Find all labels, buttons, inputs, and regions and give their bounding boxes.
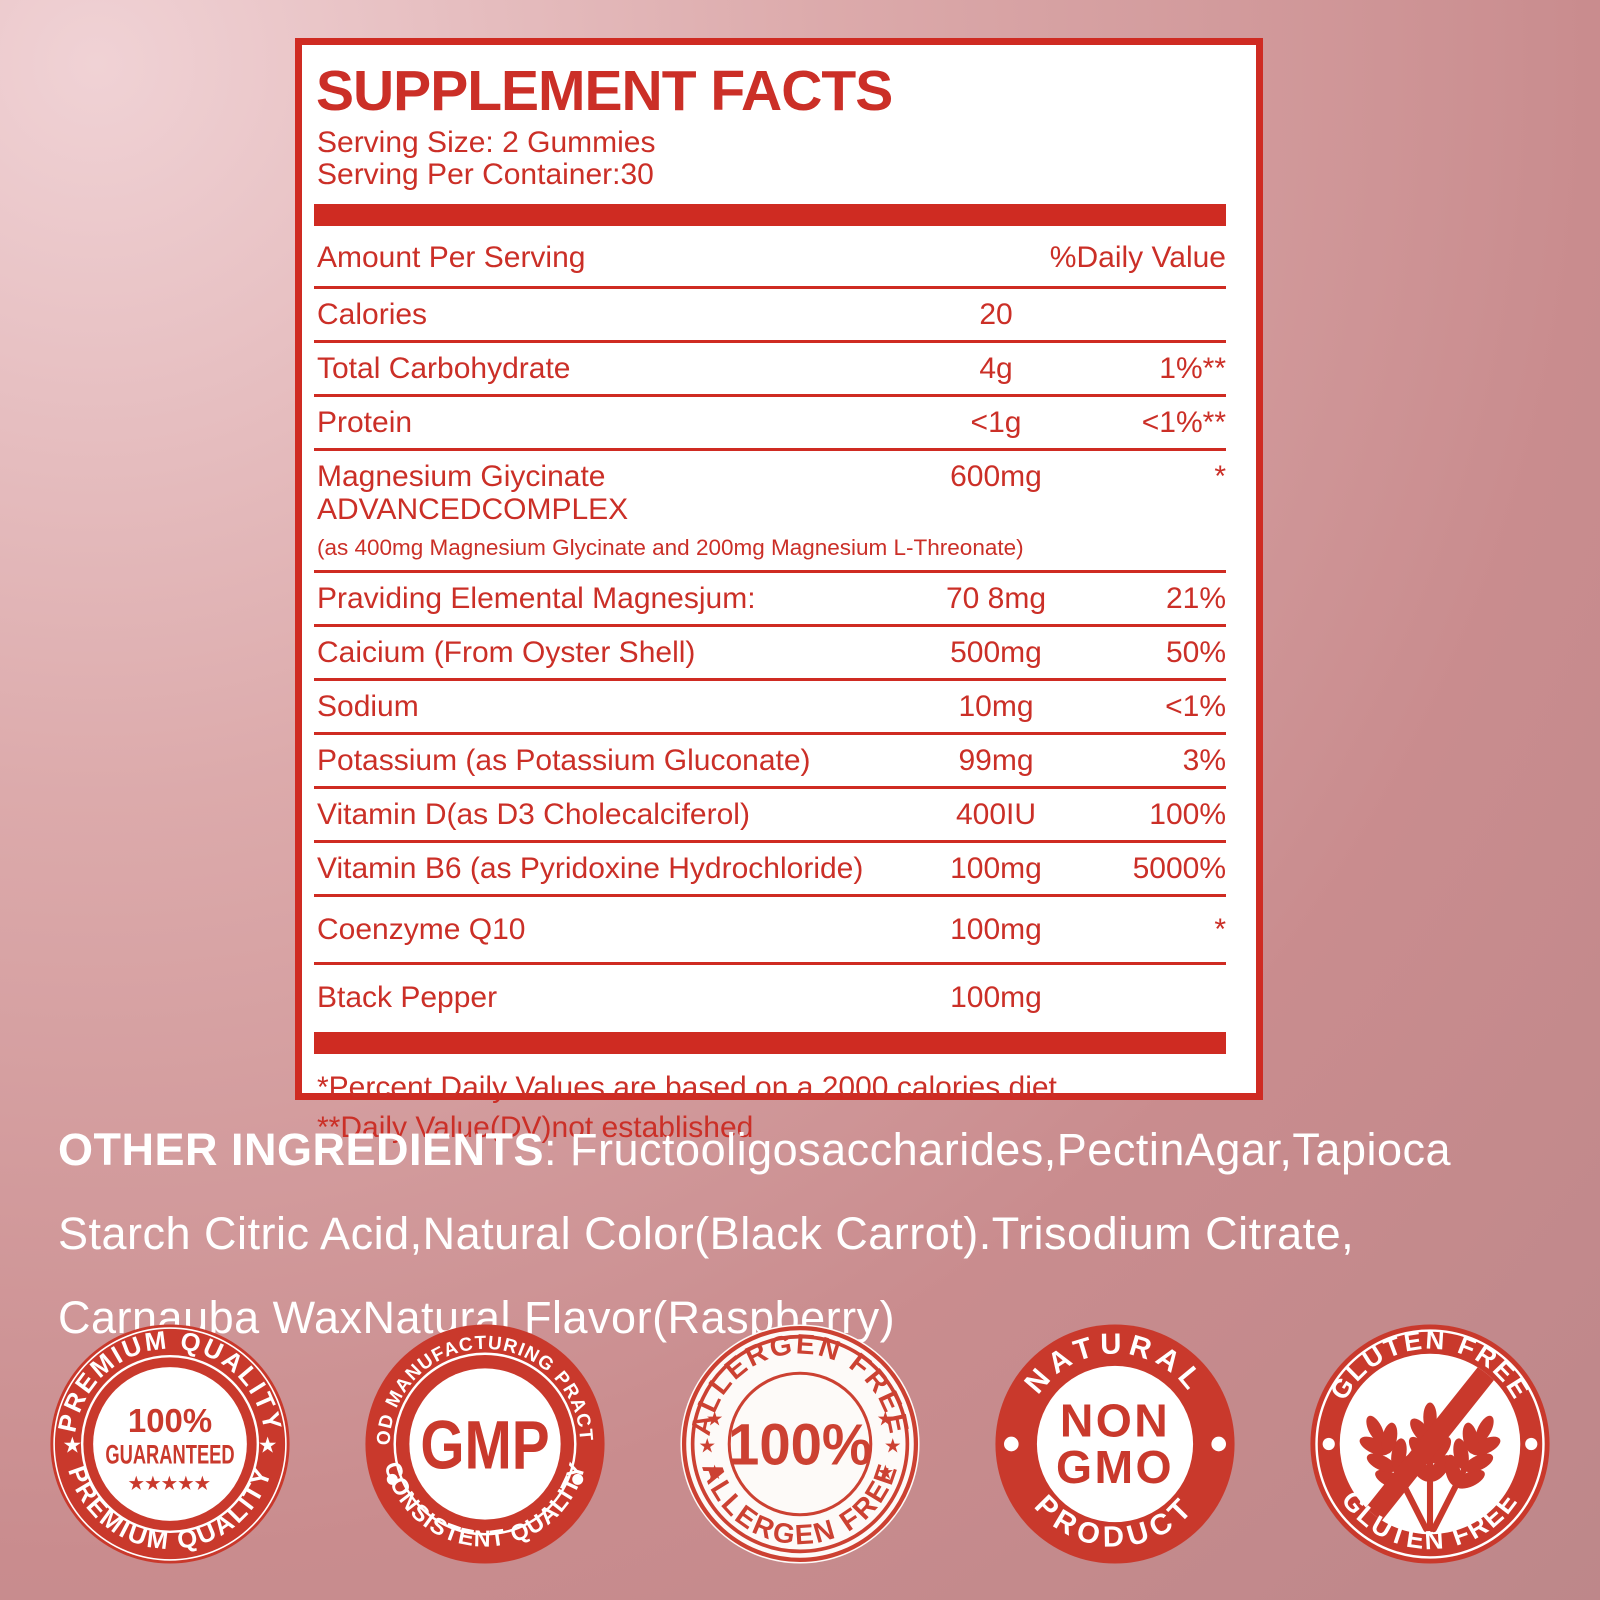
right-stars-icon: ★ [878,1409,894,1428]
non-gmo-seal-icon: NATURAL PRODUCT NON GMO [995,1324,1235,1564]
fact-row-carbohydrate: Total Carbohydrate 4g 1%** [314,343,1226,397]
fact-row-magnesium-main: Magnesium Giycinate ADVANCEDCOMPLEX 600m… [317,460,1226,526]
servings-per-container: Serving Per Container:30 [317,158,654,191]
dot-separator-right [572,1473,584,1485]
non-gmo-badge: NATURAL PRODUCT NON GMO [993,1322,1237,1566]
dot-separator-right [1211,1436,1227,1452]
svg-text:GMO: GMO [1056,1441,1174,1493]
left-stars-icon: ★ [707,1409,723,1428]
gluten-free-seal-icon: GLUTEN FREE GLUTEN FREE [1310,1324,1550,1564]
certification-badges: PREMIUM QUALITY PREMIUM QUALITY 100% GUA… [48,1322,1552,1566]
other-ingredients-line1: OTHER INGREDIENTS: Fructooligosaccharide… [58,1124,1452,1175]
other-ingredients-line2: Starch Citric Acid,Natural Color(Black C… [58,1208,1355,1259]
divider-bar-bottom [314,1032,1226,1054]
footnote-daily-values: *Percent Daily Values are based on a 200… [317,1071,1057,1104]
dot-separator-right [1525,1437,1538,1451]
gmp-seal-icon: GOOD MANUFACTURING PRACTICE CONSISTENT Q… [363,1322,605,1564]
divider-bar-top [314,204,1226,226]
premium-quality-badge: PREMIUM QUALITY PREMIUM QUALITY 100% GUA… [48,1322,292,1566]
dot-separator-left [1003,1436,1019,1452]
left-stars-icon: ★ [700,1436,716,1455]
dot-separator-left [386,1473,398,1485]
allergen-free-stamp-icon: ALLERGEN FREE ALLERGEN FREE 100% ★ ★ ★ ★… [680,1324,920,1564]
daily-value-header: %Daily Value [1049,241,1226,274]
svg-text:100%: 100% [128,1402,212,1439]
other-ingredients: OTHER INGREDIENTS: Fructooligosaccharide… [58,1108,1558,1360]
fact-row-sodium: Sodium 10mg <1% [314,681,1226,735]
footnote-dv-not-established: **Daily Value(DV)not established [317,1111,754,1144]
fact-row-vitamin-d: Vitamin D(as D3 Cholecalciferol) 400IU 1… [314,789,1226,843]
dot-separator-left [1322,1437,1335,1451]
supplement-facts-panel: SUPPLEMENT FACTS Serving Size: 2 Gummies… [295,38,1263,1144]
right-stars-icon: ★ [878,1463,894,1482]
svg-text:GMP: GMP [420,1407,549,1483]
right-star-icon: ★ [258,1433,278,1458]
facts-header-row: Amount Per Serving %Daily Value [314,226,1226,289]
fact-row-protein: Protein <1g <1%** [314,397,1226,451]
panel-title: SUPPLEMENT FACTS [316,59,893,123]
fact-row-calories: Calories 20 [314,289,1226,343]
gmp-badge: GOOD MANUFACTURING PRACTICE CONSISTENT Q… [363,1322,607,1566]
other-ingredients-label: OTHER INGREDIENTS [58,1124,545,1175]
fact-row-black-pepper: Btack Pepper 100mg [317,981,1042,1014]
footnotes: *Percent Daily Values are based on a 200… [314,1068,1226,1148]
right-stars-icon: ★ [885,1436,901,1455]
left-star-icon: ★ [63,1433,83,1458]
fact-row-potassium: Potassium (as Potassium Gluconate) 99mg … [314,735,1226,789]
fact-row-coenzyme-q10: Coenzyme Q10 100mg * [314,897,1226,965]
svg-text:100%: 100% [728,1413,872,1478]
left-stars-icon: ★ [707,1463,723,1482]
serving-size: Serving Size: 2 Gummies [317,126,656,159]
svg-text:NON: NON [1060,1395,1170,1447]
svg-text:★★★★★: ★★★★★ [129,1474,212,1493]
magnesium-subnote: (as 400mg Magnesium Glycinate and 200mg … [317,535,1024,560]
fact-row-vitamin-b6: Vitamin B6 (as Pyridoxine Hydrochloride)… [314,843,1226,897]
gluten-free-badge: GLUTEN FREE GLUTEN FREE [1308,1322,1552,1566]
fact-row-elemental-magnesium: Praviding Elemental Magnesjum: 70 8mg 21… [314,573,1226,627]
allergen-free-badge: ALLERGEN FREE ALLERGEN FREE 100% ★ ★ ★ ★… [678,1322,922,1566]
premium-quality-seal-icon: PREMIUM QUALITY PREMIUM QUALITY 100% GUA… [50,1324,290,1564]
fact-row-magnesium: Magnesium Giycinate ADVANCEDCOMPLEX 600m… [314,451,1226,573]
no-slash-icon [1353,1354,1504,1535]
svg-text:GUARANTEED: GUARANTEED [105,1440,234,1470]
fact-row-calcium: Caicium (From Oyster Shell) 500mg 50% [314,627,1226,681]
amount-per-serving-header: Amount Per Serving [317,241,586,274]
